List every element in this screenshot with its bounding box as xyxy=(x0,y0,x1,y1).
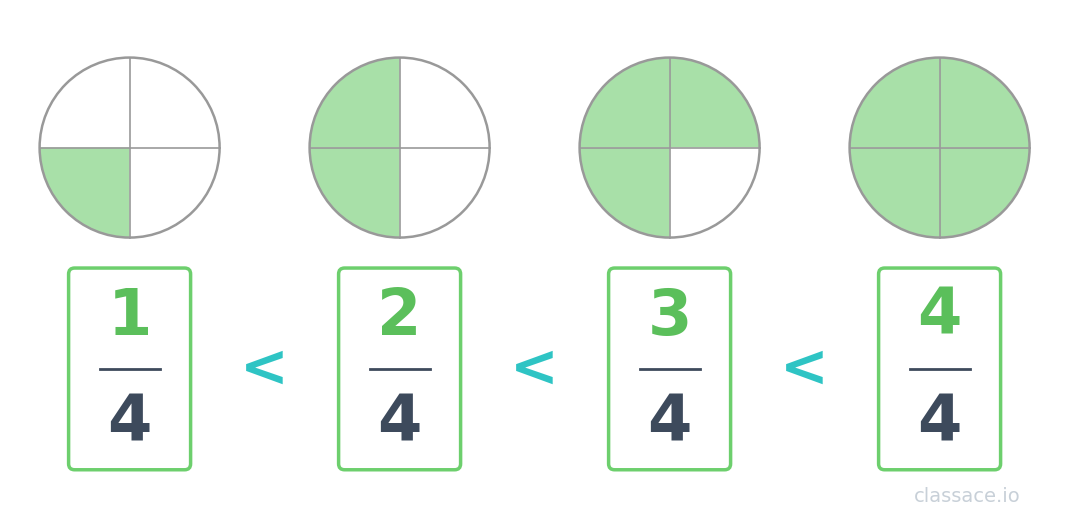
Wedge shape xyxy=(940,57,1029,148)
FancyBboxPatch shape xyxy=(69,268,190,470)
FancyBboxPatch shape xyxy=(879,268,1000,470)
Wedge shape xyxy=(850,148,940,238)
FancyBboxPatch shape xyxy=(609,268,730,470)
Wedge shape xyxy=(400,57,489,148)
Wedge shape xyxy=(940,148,1029,238)
Text: 1: 1 xyxy=(107,286,152,348)
Wedge shape xyxy=(40,57,130,148)
Text: <: < xyxy=(780,340,829,397)
Text: <: < xyxy=(510,340,559,397)
Wedge shape xyxy=(670,57,759,148)
Wedge shape xyxy=(40,148,130,238)
Wedge shape xyxy=(310,57,400,148)
Text: 4: 4 xyxy=(377,393,422,455)
FancyBboxPatch shape xyxy=(339,268,460,470)
Text: 4: 4 xyxy=(107,393,152,455)
Wedge shape xyxy=(130,57,219,148)
Text: 4: 4 xyxy=(917,393,962,455)
Wedge shape xyxy=(580,57,670,148)
Text: 4: 4 xyxy=(917,286,962,348)
Wedge shape xyxy=(850,57,940,148)
Text: <: < xyxy=(240,340,289,397)
Text: 2: 2 xyxy=(377,286,422,348)
Wedge shape xyxy=(580,148,670,238)
Text: 4: 4 xyxy=(647,393,692,455)
Wedge shape xyxy=(400,148,489,238)
Text: classace.io: classace.io xyxy=(914,487,1021,506)
Wedge shape xyxy=(670,148,759,238)
Text: 3: 3 xyxy=(647,286,692,348)
Wedge shape xyxy=(130,148,219,238)
Wedge shape xyxy=(310,148,400,238)
